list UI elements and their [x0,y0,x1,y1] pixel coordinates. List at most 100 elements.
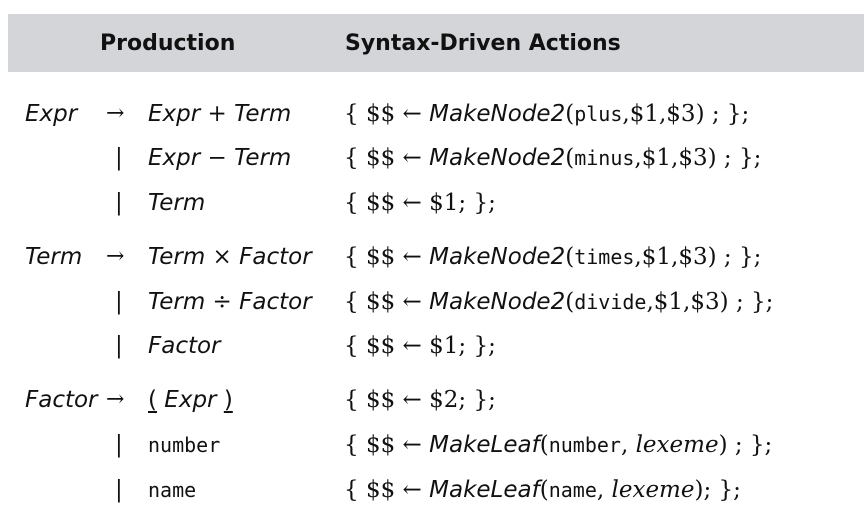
close-brace: }; [749,432,773,458]
assign-arrow: ← [402,333,422,359]
result-var: $$ [365,145,396,171]
close-paren: ) [695,101,705,127]
rule-action: { $$ ← MakeNode2(times,$1,$3) ; }; [344,244,762,270]
close-brace: }; [738,244,762,270]
open-brace: { [344,101,359,127]
rule-rhs: Term × Factor [148,239,312,275]
action-value: $1 [429,333,459,359]
action-arg: $1 [641,244,672,270]
open-paren: ( [565,289,575,315]
action-arg: number [548,433,621,457]
close-paren: ) [719,289,729,315]
result-var: $$ [365,333,396,359]
semicolon: ; [734,432,743,458]
semicolon: ; [458,190,467,216]
action-arg: $3 [690,289,720,315]
action-function: MakeNode2 [429,289,566,315]
action-arg: lexeme [611,477,695,503]
alternative-bar: | [115,333,123,359]
result-var: $$ [365,387,396,413]
rule-action: { $$ ← MakeNode2(plus,$1,$3) ; }; [344,101,750,127]
close-paren: ) [694,477,704,503]
alternative-bar: | [115,289,123,315]
rhs-operator: − [207,145,227,171]
rule-lhs: Expr [25,101,78,127]
rule-rhs: Expr + Term [148,96,291,132]
rhs-symbol: Term [148,289,206,315]
production-column-header: Production [100,31,236,56]
result-var: $$ [365,190,396,216]
open-paren: ( [565,244,575,270]
rhs-operator: ÷ [212,289,232,315]
open-brace: { [344,432,359,458]
action-arg: minus [574,146,635,170]
grammar-rule-row: Expr → Expr + Term { $$ ← MakeNode2(plus… [0,96,864,132]
grammar-rule-row: | Term { $$ ← $1; }; [0,185,864,221]
open-paren: ( [539,477,549,503]
rule-action: { $$ ← $1; }; [344,185,496,221]
action-function: MakeLeaf [429,477,540,503]
rule-rhs: Term ÷ Factor [148,284,312,320]
assign-arrow: ← [402,477,422,503]
action-arg: $1 [641,145,672,171]
semicolon: ; [458,333,467,359]
close-brace: }; [473,190,496,216]
action-arg: plus [574,102,623,126]
rhs-operator: × [212,244,232,270]
open-brace: { [344,333,359,359]
action-arg: $1 [653,289,684,315]
rule-rhs: Expr − Term [148,140,291,176]
action-function: MakeNode2 [429,244,566,270]
grammar-rule-row: Factor → ( Expr ) { $$ ← $2; }; [0,382,864,418]
assign-arrow: ← [402,101,422,127]
result-var: $$ [365,289,396,315]
semicolon: ; [723,145,732,171]
open-brace: { [344,289,359,315]
open-brace: { [344,145,359,171]
action-value: $1 [429,190,459,216]
open-paren: ( [565,101,575,127]
assign-arrow: ← [402,432,422,458]
assign-arrow: ← [402,387,422,413]
assign-arrow: ← [402,190,422,216]
rhs-symbol: Term [148,244,206,270]
rhs-symbol: Factor [239,289,312,315]
open-paren: ( [565,145,575,171]
action-function: MakeLeaf [429,432,540,458]
rule-action: { $$ ← $1; }; [344,328,496,364]
derives-arrow: → [106,244,125,269]
assign-arrow: ← [402,145,422,171]
grammar-rule-row: | Expr − Term { $$ ← MakeNode2(minus,$1,… [0,140,864,176]
grammar-rule-row: Term → Term × Factor { $$ ← MakeNode2(ti… [0,239,864,275]
terminal-token: ( [148,387,157,413]
result-var: $$ [365,477,396,503]
terminal-token: name [148,478,197,502]
rhs-symbol: Factor [239,244,312,270]
close-brace: }; [718,477,741,503]
open-brace: { [344,477,359,503]
terminal-token: number [148,433,221,457]
grammar-rule-row: | number { $$ ← MakeLeaf(number, lexeme)… [0,427,864,463]
semicolon: ; [735,289,744,315]
rhs-symbol: Term [234,145,292,171]
semicolon: ; [458,387,467,413]
action-function: MakeNode2 [429,101,566,127]
rhs-symbol: Expr [148,145,201,171]
open-brace: { [344,190,359,216]
rule-lhs: Factor [25,387,98,413]
action-arg: divide [574,290,647,314]
derives-arrow: → [106,101,125,126]
semicolon: ; [703,477,712,503]
terminal-token: ) [223,387,233,413]
close-paren: ) [718,432,728,458]
close-brace: }; [738,145,762,171]
close-brace: }; [473,333,496,359]
action-arg: $3 [678,244,708,270]
rule-rhs: ( Expr ) [148,382,233,418]
close-brace: }; [473,387,496,413]
close-paren: ) [707,145,717,171]
close-brace: }; [751,289,774,315]
derives-arrow: → [106,387,125,412]
grammar-rule-row: | Term ÷ Factor { $$ ← MakeNode2(divide,… [0,284,864,320]
rule-action: { $$ ← MakeNode2(minus,$1,$3) ; }; [344,145,762,171]
